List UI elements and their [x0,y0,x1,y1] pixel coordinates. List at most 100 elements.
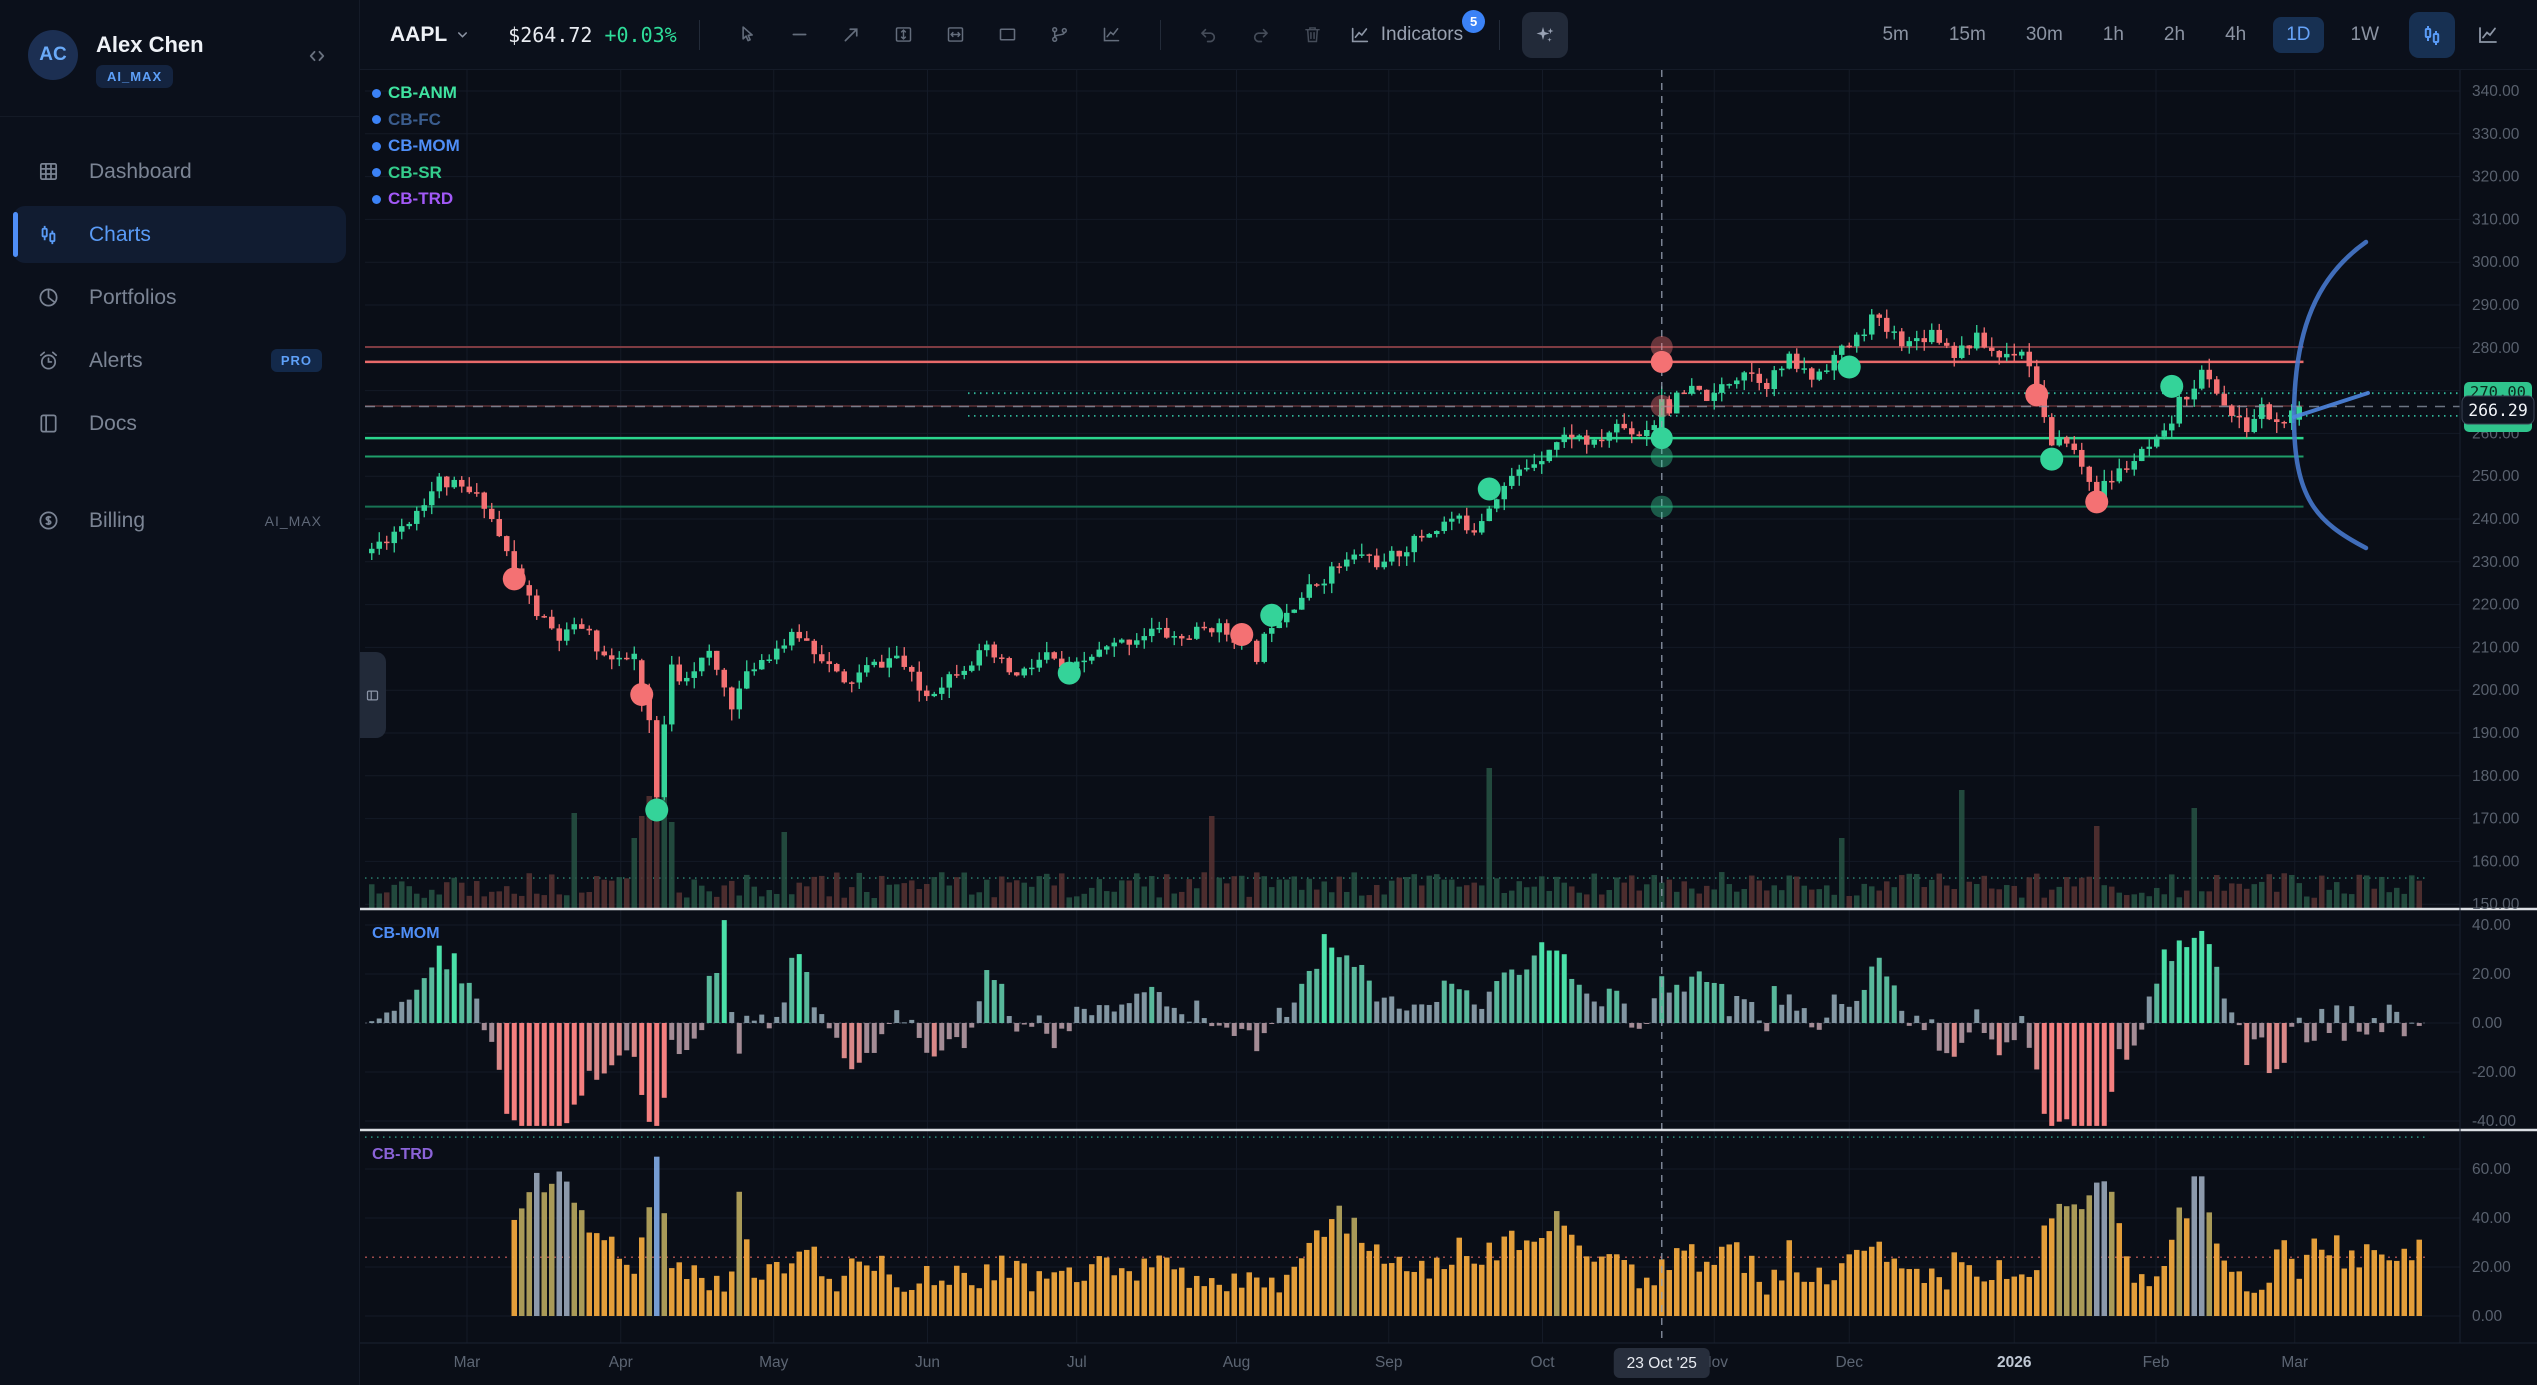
volume-bar [459,882,465,908]
mom-bar [1719,983,1725,1023]
candle-body [1771,370,1777,390]
candle-body [504,536,510,552]
mom-bar [954,1023,960,1038]
timeframe-15m[interactable]: 15m [1948,23,1986,45]
rectangle-tool-button[interactable] [986,13,1030,57]
ai-assist-button[interactable] [1522,11,1569,58]
price-axis[interactable]: 340.00 330.00 320.00 310.00 300.00 290.00 280.… [2472,83,2520,1325]
sell-signal-marker[interactable] [502,567,526,591]
time-tick-label: Dec [1835,1354,1863,1371]
mom-bar [1351,966,1357,1023]
candle-body [1854,334,1860,347]
avatar[interactable]: AC [28,30,78,80]
mom-bar [1959,1023,1965,1043]
volume-bar [1239,875,1245,908]
candle-body [1869,314,1875,335]
trend-line-tool-button[interactable] [830,13,874,57]
timeframe-1w[interactable]: 1W [2350,23,2380,45]
candle-body [1794,353,1800,369]
timeframe-1h[interactable]: 1h [2102,23,2124,45]
timeframe-30m[interactable]: 30m [2025,23,2063,45]
sidebar-collapse-button[interactable] [307,46,327,71]
timeframe-1d[interactable]: 1D [2273,16,2324,53]
buy-signal-marker[interactable] [645,798,669,822]
indicators-button[interactable]: Indicators 5 [1349,9,1486,46]
volume-bar [421,897,427,908]
sell-signal-marker[interactable] [630,682,654,706]
mom-bar [1029,1023,1035,1027]
chart-type-line-button[interactable] [2465,12,2511,58]
volume-bar [931,877,937,908]
volume-bar [526,873,532,908]
trd-bar [774,1261,780,1316]
mom-bar [1921,1023,1927,1031]
crosshair[interactable] [1650,70,1673,1343]
time-axis[interactable]: Mar Apr May Jun Jul Aug Sep Oct Nov Dec 2026 Feb Mar… [454,1348,2308,1378]
legend-item[interactable]: CB-FC [372,107,460,134]
sidebar-item-charts[interactable]: Charts [13,206,346,263]
chart-type-candles-button[interactable] [2409,11,2455,58]
candle-body [1726,384,1732,386]
timeframe-2h[interactable]: 2h [2163,23,2186,45]
panel-collapse-handle[interactable] [359,652,386,738]
symbol-selector[interactable]: AAPL [390,23,470,47]
fib-horizontal-tool-button[interactable] [934,13,978,57]
volume-bar [946,885,952,908]
buy-signal-marker[interactable] [2040,447,2064,471]
polyline-tool-button[interactable] [1090,13,1134,57]
buy-signal-marker[interactable] [1477,477,1501,501]
sell-signal-marker[interactable] [1230,623,1254,647]
chart-canvas[interactable]: 340.00 330.00 320.00 310.00 300.00 290.00 280.… [360,70,2537,1385]
sidebar-item-dashboard[interactable]: Dashboard [13,143,346,200]
mom-bar [1006,1016,1012,1023]
sidebar-item-docs[interactable]: Docs [13,395,346,452]
delete-button[interactable] [1291,13,1335,57]
legend-item[interactable]: CB-TRD [372,186,460,213]
candle-body [1486,508,1492,522]
volume-bar [1861,883,1867,908]
redo-button[interactable] [1239,13,1283,57]
candle-body [1861,334,1867,337]
volume-bar [1164,874,1170,908]
trd-bar [1419,1260,1425,1316]
legend-item[interactable]: CB-MOM [372,133,460,160]
sell-signal-marker[interactable] [2025,383,2049,407]
volume-bar [1366,895,1372,908]
trd-bar [886,1274,892,1316]
candle-body [534,595,540,617]
buy-signal-marker[interactable] [1260,603,1284,627]
trd-bar [984,1264,990,1316]
sidebar-item-alerts[interactable]: Alerts PRO [13,332,346,389]
legend-item[interactable]: CB-ANM [372,80,460,107]
candle-body [879,661,885,668]
undo-button[interactable] [1187,13,1231,57]
cursor-tool-button[interactable] [726,13,770,57]
line-chart-icon [2479,26,2497,43]
trd-bar [1869,1246,1875,1316]
mom-bar [1576,984,1582,1023]
legend-item[interactable]: CB-SR [372,160,460,187]
sell-signal-marker[interactable] [2085,490,2109,514]
volume-bar [1584,894,1590,908]
volume-bar [999,876,1005,908]
mom-bar [1044,1023,1050,1034]
timeframe-4h[interactable]: 4h [2225,23,2247,45]
buy-signal-marker[interactable] [2160,374,2184,398]
trd-bar [909,1289,915,1316]
volume-bar [1914,874,1920,908]
volume-bar [961,872,967,908]
mom-bar [1291,1002,1297,1023]
sidebar-item-billing[interactable]: Billing AI_MAX [13,492,346,549]
horizontal-line-tool-button[interactable] [778,13,822,57]
fib-vertical-tool-button[interactable] [882,13,926,57]
buy-signal-marker[interactable] [1837,355,1861,379]
user-profile[interactable]: AC Alex Chen AI_MAX [0,0,359,116]
forecast-drawing[interactable] [2291,239,2370,551]
trd-bar [894,1287,900,1316]
volume-bar [1891,887,1897,908]
sidebar-item-portfolios[interactable]: Portfolios [13,269,346,326]
branch-tool-button[interactable] [1038,13,1082,57]
timeframe-5m[interactable]: 5m [1882,23,1909,45]
trend-arrow-icon [844,28,858,42]
buy-signal-marker[interactable] [1057,661,1081,685]
